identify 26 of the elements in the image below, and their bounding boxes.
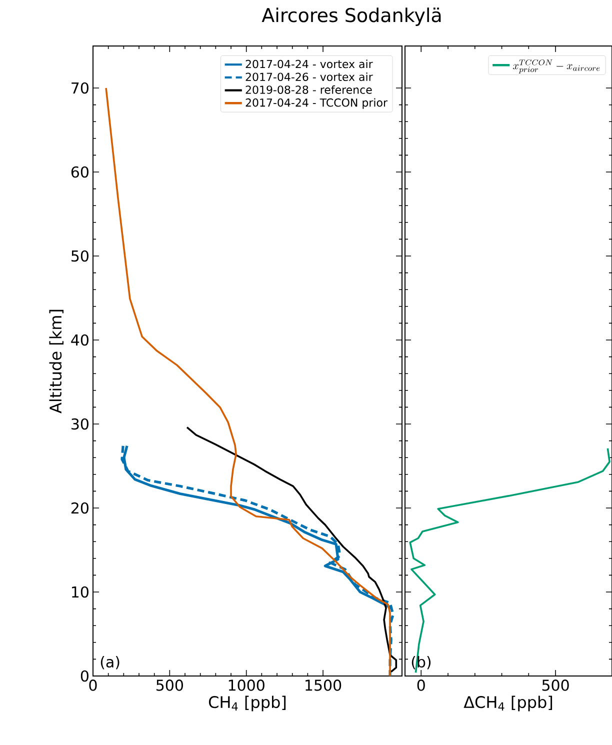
y-axis-title: Altitude [km] [49, 310, 64, 414]
x-tick-label: 1500 [305, 680, 341, 691]
x-axis-title: ΔCH$_{4}$ [ppb] [463, 696, 552, 712]
x-tick-label: 500 [156, 680, 183, 691]
y-tick-label: 70 [71, 82, 88, 94]
legend-label: 2019-08-28 - reference [246, 85, 372, 94]
y-tick-label: 30 [71, 418, 88, 430]
y-tick-label: 40 [70, 334, 88, 346]
x-tick-label: 0 [88, 680, 97, 691]
y-tick-label: 50 [71, 250, 88, 262]
legend-label: 2017-04-26 - vortex air [246, 72, 373, 82]
y-tick-label: 20 [71, 502, 88, 514]
y-tick-label: 10 [72, 586, 88, 598]
annotation: (a) [100, 656, 119, 670]
x-tick-label: 1000 [228, 680, 264, 691]
x-tick-label: 0 [417, 680, 425, 691]
y-tick-label: 0 [80, 670, 88, 682]
x-axis-title: CH$_{4}$ [ppb] [208, 696, 286, 712]
chart-title: Aircores Sodankylä [262, 8, 440, 26]
legend-label: $x_{prior}^{TCCON}-x_{aircore}$ [512, 59, 600, 74]
legend-label: 2017-04-24 - TCCON prior [246, 98, 388, 109]
x-tick-label: 500 [542, 680, 569, 691]
line-series [120, 444, 394, 676]
y-tick-label: 60 [71, 166, 88, 178]
legend-label: 2017-04-24 - vortex air [246, 60, 373, 68]
line-series [186, 426, 397, 673]
